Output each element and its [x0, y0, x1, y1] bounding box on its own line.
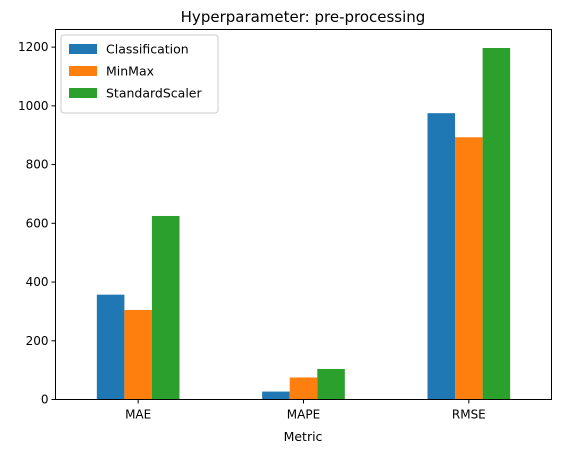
chart-title: Hyperparameter: pre-processing [181, 8, 426, 26]
y-tick-label: 800 [26, 158, 49, 172]
bar-mae-standardscaler [151, 215, 180, 400]
y-tick-label: 1200 [18, 40, 49, 54]
legend: Classification MinMax StandardScaler [60, 34, 219, 114]
bar-mape-minmax [289, 377, 318, 400]
x-tick-label-mape: MAPE [287, 408, 320, 422]
bars-group [96, 48, 511, 400]
bar-mae-minmax [124, 309, 152, 400]
y-tick-label: 600 [26, 216, 49, 230]
x-axis-label: Metric [284, 429, 323, 444]
bar-rmse-minmax [455, 137, 483, 400]
legend-label-minmax: MinMax [106, 64, 154, 79]
legend-box [60, 34, 219, 114]
y-tick-label: 400 [26, 275, 49, 289]
plot-frame [55, 29, 552, 400]
bar-rmse-standardscaler [482, 48, 511, 400]
bar-mape-classification [262, 391, 290, 400]
y-tick-label: 0 [41, 393, 49, 407]
bar-mae-classification [96, 294, 125, 400]
bar-mape-standardscaler [317, 368, 345, 400]
y-tick-label: 1000 [18, 99, 49, 113]
y-axis-ticks: 0 200 400 600 800 1000 1200 [18, 40, 56, 407]
x-tick-label-mae: MAE [125, 408, 151, 422]
legend-label-classification: Classification [106, 42, 189, 57]
legend-label-standardscaler: StandardScaler [106, 86, 202, 101]
legend-swatch-classification [69, 44, 97, 54]
x-axis-ticks: MAE MAPE RMSE [125, 399, 486, 422]
legend-swatch-standardscaler [69, 88, 97, 98]
bar-rmse-classification [427, 113, 456, 400]
x-tick-label-rmse: RMSE [452, 408, 486, 422]
legend-swatch-minmax [69, 66, 97, 76]
y-tick-label: 200 [26, 334, 49, 348]
